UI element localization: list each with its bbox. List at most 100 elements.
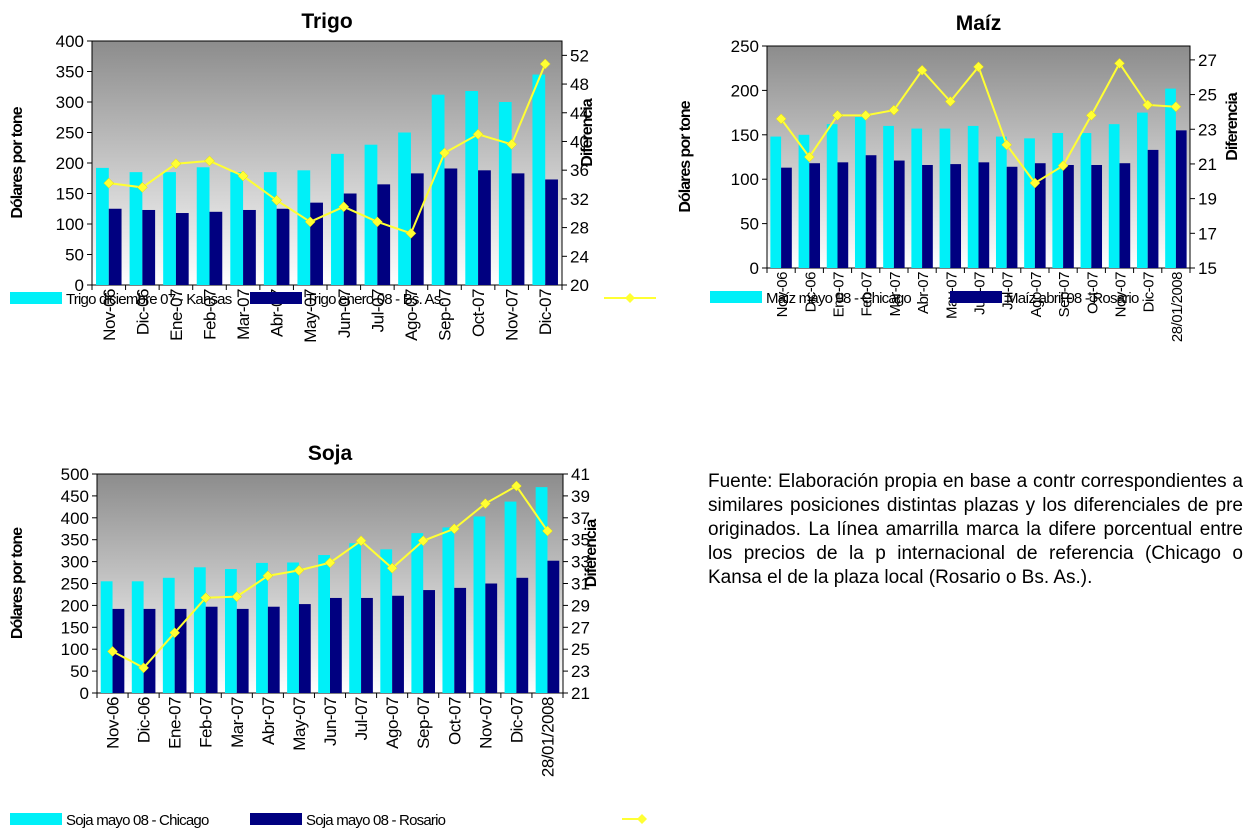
bar-light: [1024, 138, 1035, 268]
x-tick-label: Jul-07: [1000, 272, 1017, 310]
x-tick-label: Mar-07: [887, 272, 904, 317]
y-tick-label: 500: [61, 465, 89, 484]
legend-swatch: [10, 292, 62, 304]
x-tick-label: Nov-06: [104, 697, 123, 749]
diff-marker: [293, 565, 305, 576]
x-tick-label: Dic-07: [536, 289, 555, 335]
diff-marker: [107, 646, 118, 657]
diff-marker: [262, 570, 274, 582]
y2-tick-label: 40: [570, 132, 589, 151]
y-tick-label: 50: [740, 215, 759, 234]
y-tick-label: 400: [56, 32, 84, 51]
x-tick-label: Ene-07: [166, 697, 185, 749]
bar-light: [532, 74, 546, 285]
bar-light: [798, 134, 810, 268]
x-tick-label: Oct-07: [469, 289, 488, 337]
chart-title: Maíz: [956, 12, 1002, 35]
bar-dark: [143, 608, 156, 693]
chart-title: Soja: [308, 442, 353, 465]
bar-dark: [865, 155, 877, 268]
bar-light: [826, 124, 838, 268]
y-tick-label: 350: [56, 63, 84, 82]
y2-tick-label: 21: [571, 684, 590, 703]
y-tick-label: 250: [731, 37, 759, 56]
y2-tick-label: 37: [571, 509, 590, 528]
bar-light: [498, 102, 512, 285]
bar-dark: [511, 173, 525, 285]
diff-marker: [324, 557, 336, 569]
x-tick-label: Nov-07: [1113, 272, 1130, 318]
diff-marker: [448, 523, 460, 535]
diff-marker: [1170, 101, 1182, 113]
y2-tick-label: 28: [570, 219, 589, 238]
bar-dark: [361, 597, 373, 693]
bar-light: [163, 172, 176, 285]
bar-dark: [112, 608, 125, 693]
diff-marker: [1142, 99, 1154, 111]
y2-tick-label: 24: [570, 247, 589, 266]
x-tick-label: Oct-07: [445, 697, 464, 745]
diff-marker: [386, 562, 398, 574]
bar-light: [129, 172, 143, 285]
bar-light: [224, 569, 237, 693]
bar-dark: [454, 587, 467, 693]
diff-marker: [231, 591, 243, 602]
x-tick-label: Feb-07: [201, 289, 220, 340]
legend-label: Trigo diciembre 07 - Kansas: [66, 291, 232, 308]
y2-tick-label: 27: [1198, 51, 1217, 70]
x-tick-label: Mar-07: [234, 289, 253, 340]
x-tick-label: Jul-07: [368, 289, 387, 332]
bar-dark: [175, 213, 189, 285]
diff-marker: [832, 110, 843, 121]
bar-dark: [267, 606, 280, 693]
y2-tick-label: 19: [1198, 190, 1217, 209]
y-tick-label: 50: [65, 246, 84, 265]
bar-dark: [978, 162, 990, 268]
bar-dark: [209, 211, 223, 285]
legend-line-marker: [637, 814, 647, 824]
bar-dark: [1006, 166, 1018, 268]
diff-marker: [803, 151, 815, 163]
x-tick-label: Jun-07: [335, 289, 354, 338]
bar-light: [1136, 112, 1148, 268]
legend-label: Soja mayo 08 - Rosario: [306, 812, 446, 829]
diff-marker: [439, 147, 450, 159]
y-tick-label: 200: [61, 596, 89, 615]
diff-marker: [103, 177, 115, 189]
y2-tick-label: 21: [1198, 155, 1217, 174]
y2-tick-label: 44: [570, 104, 589, 123]
y2-axis-title: Diferencia: [583, 519, 600, 587]
y-tick-label: 0: [80, 684, 89, 703]
plot-area: [91, 40, 563, 286]
x-tick-label: Sep-07: [414, 697, 433, 749]
bar-light: [770, 136, 782, 268]
x-tick-label: Ene-07: [167, 289, 186, 341]
y-axis-title: Dólares por tone: [677, 100, 694, 212]
x-tick-label: Ago-07: [383, 697, 402, 749]
diff-marker: [372, 216, 383, 228]
legend-swatch: [710, 291, 762, 303]
bar-dark: [142, 209, 156, 285]
y2-tick-label: 36: [570, 161, 589, 180]
diff-marker: [775, 113, 787, 125]
bar-light: [911, 128, 923, 268]
source-note: Fuente: Elaboración propia en base a con…: [708, 471, 1243, 588]
bar-light: [96, 167, 109, 285]
bar-light: [230, 172, 244, 285]
y2-axis-title: Diferencia: [1224, 92, 1241, 160]
legend-label: Maíz mayo 08 - Chicago: [766, 290, 911, 307]
bar-dark: [1034, 163, 1046, 268]
y2-tick-label: 23: [1198, 120, 1217, 139]
bar-dark: [276, 208, 290, 285]
y-tick-label: 200: [731, 81, 759, 100]
x-tick-label: 28/01/2008: [1169, 272, 1186, 342]
legend-swatch: [250, 292, 302, 304]
x-tick-label: Ene-07: [831, 272, 848, 318]
y-tick-label: 100: [56, 215, 84, 234]
bar-dark: [1175, 130, 1187, 268]
bar-dark: [444, 168, 458, 285]
y2-tick-label: 15: [1198, 259, 1217, 278]
x-tick-label: Mar-07: [228, 697, 247, 748]
y-tick-label: 250: [61, 575, 89, 594]
